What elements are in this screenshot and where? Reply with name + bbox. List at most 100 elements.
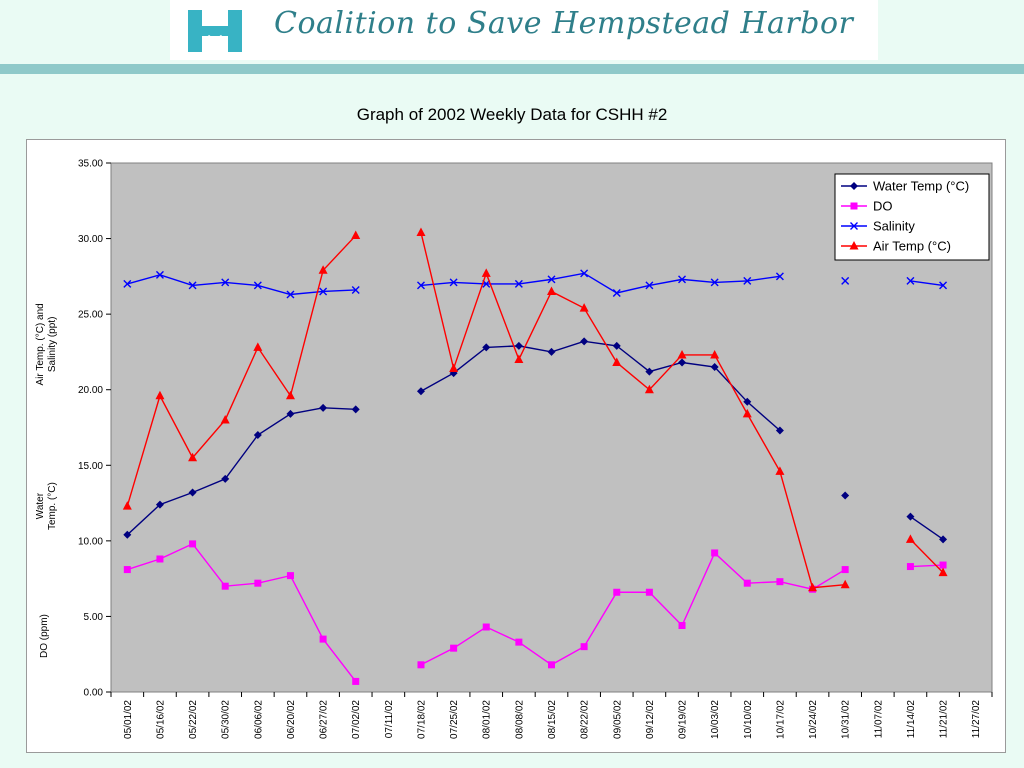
legend-marker: [850, 202, 858, 210]
data-point-salinity: [319, 287, 328, 296]
data-point-salinity: [743, 276, 752, 285]
data-point-do: [450, 644, 458, 652]
y-tick-label: 15.00: [78, 461, 103, 472]
x-tick-label: 08/22/02: [580, 700, 591, 739]
data-point-do: [319, 635, 327, 643]
data-point-water-temp-c: [449, 369, 458, 378]
data-point-air-temp-c: [710, 349, 720, 359]
data-point-air-temp-c: [840, 579, 850, 589]
y-tick-label: 35.00: [78, 159, 103, 170]
legend-entry: Salinity: [873, 219, 915, 234]
data-point-do: [613, 588, 621, 596]
x-tick-label: 10/03/02: [710, 700, 721, 739]
data-point-air-temp-c: [188, 452, 198, 462]
data-point-water-temp-c: [645, 367, 654, 376]
data-point-do: [580, 643, 588, 651]
x-tick-label: 09/19/02: [678, 700, 689, 739]
legend-entry: Air Temp (°C): [873, 239, 951, 254]
data-point-salinity: [841, 276, 850, 285]
data-point-water-temp-c: [351, 405, 360, 414]
data-point-air-temp-c: [612, 357, 622, 367]
x-tick-label: 11/21/02: [939, 700, 950, 739]
y-tick-label: 10.00: [78, 536, 103, 547]
legend-marker: [850, 182, 858, 190]
x-tick-label: 06/06/02: [253, 700, 264, 739]
data-point-do: [743, 579, 751, 587]
header-band: Coalition to Save Hempstead Harbor: [0, 0, 1024, 62]
data-point-salinity: [678, 275, 687, 284]
data-point-air-temp-c: [416, 227, 426, 237]
data-point-salinity: [645, 281, 654, 290]
data-point-do: [678, 621, 686, 629]
data-point-salinity: [612, 288, 621, 297]
data-point-air-temp-c: [481, 268, 491, 277]
data-point-air-temp-c: [579, 303, 589, 312]
series-line-do: [420, 551, 846, 666]
data-point-salinity: [221, 278, 230, 287]
x-tick-label: 08/01/02: [482, 700, 493, 739]
series-line-do: [127, 543, 357, 682]
hempstead-harbor-h-logo-icon: [188, 10, 242, 52]
series-line-air-temp-c: [909, 538, 944, 574]
data-point-do: [286, 572, 294, 580]
data-point-water-temp-c: [514, 341, 523, 350]
y-axis-label: Temp. (°C): [47, 482, 58, 530]
x-tick-label: 11/27/02: [971, 700, 982, 739]
x-tick-label: 06/20/02: [286, 700, 297, 739]
data-point-do: [189, 540, 197, 548]
x-tick-label: 11/07/02: [873, 700, 884, 739]
series-line-water-temp-c: [126, 407, 356, 536]
data-point-do: [123, 566, 131, 574]
x-tick-label: 11/14/02: [906, 700, 917, 739]
legend-entry: Water Temp (°C): [873, 179, 969, 194]
data-point-do: [711, 549, 719, 557]
x-tick-label: 05/01/02: [123, 700, 134, 739]
data-point-salinity: [514, 279, 523, 288]
y-axis-label: Water: [35, 492, 46, 519]
data-point-do: [156, 555, 164, 563]
y-tick-label: 30.00: [78, 234, 103, 245]
data-point-salinity: [775, 272, 784, 281]
data-point-salinity: [351, 285, 360, 294]
data-point-water-temp-c: [123, 530, 132, 539]
data-point-salinity: [547, 275, 556, 284]
data-point-water-temp-c: [416, 387, 425, 396]
data-point-air-temp-c: [677, 349, 687, 359]
data-point-do: [939, 561, 947, 569]
series-line-do: [910, 564, 944, 568]
data-point-do: [906, 563, 914, 571]
data-point-salinity: [123, 279, 132, 288]
data-point-air-temp-c: [318, 265, 328, 274]
data-point-water-temp-c: [547, 347, 556, 356]
data-point-water-temp-c: [775, 426, 784, 435]
data-point-salinity: [580, 269, 589, 278]
chart-title: Graph of 2002 Weekly Data for CSHH #2: [356, 105, 668, 124]
y-axis-label: DO (ppm): [39, 614, 50, 658]
data-point-do: [776, 578, 784, 586]
data-point-do: [417, 661, 425, 669]
data-point-salinity: [188, 281, 197, 290]
series-line-air-temp-c: [420, 232, 846, 589]
data-point-water-temp-c: [906, 512, 915, 521]
data-point-salinity: [155, 270, 164, 279]
data-point-do: [352, 677, 360, 685]
series-line-air-temp-c: [126, 235, 357, 507]
data-point-do: [645, 588, 653, 596]
data-point-air-temp-c: [514, 354, 524, 363]
data-point-salinity: [449, 278, 458, 287]
data-point-water-temp-c: [286, 409, 295, 418]
series-line-water-temp-c: [910, 516, 944, 540]
chart-frame: 0.00 5.00 10.00 15.00 20.00 25.00 30.00 35.00 05…: [26, 139, 1006, 753]
y-tick-label: 5.00: [84, 612, 104, 623]
data-point-water-temp-c: [580, 337, 589, 346]
data-point-water-temp-c: [319, 403, 328, 412]
data-point-air-temp-c: [775, 466, 785, 475]
header-divider: [0, 64, 1024, 74]
data-point-air-temp-c: [285, 390, 295, 400]
data-point-do: [482, 623, 490, 631]
data-point-water-temp-c: [253, 431, 262, 440]
data-point-water-temp-c: [841, 491, 850, 500]
data-point-air-temp-c: [547, 286, 556, 295]
x-tick-label: 05/30/02: [221, 700, 232, 739]
data-point-do: [841, 566, 849, 574]
